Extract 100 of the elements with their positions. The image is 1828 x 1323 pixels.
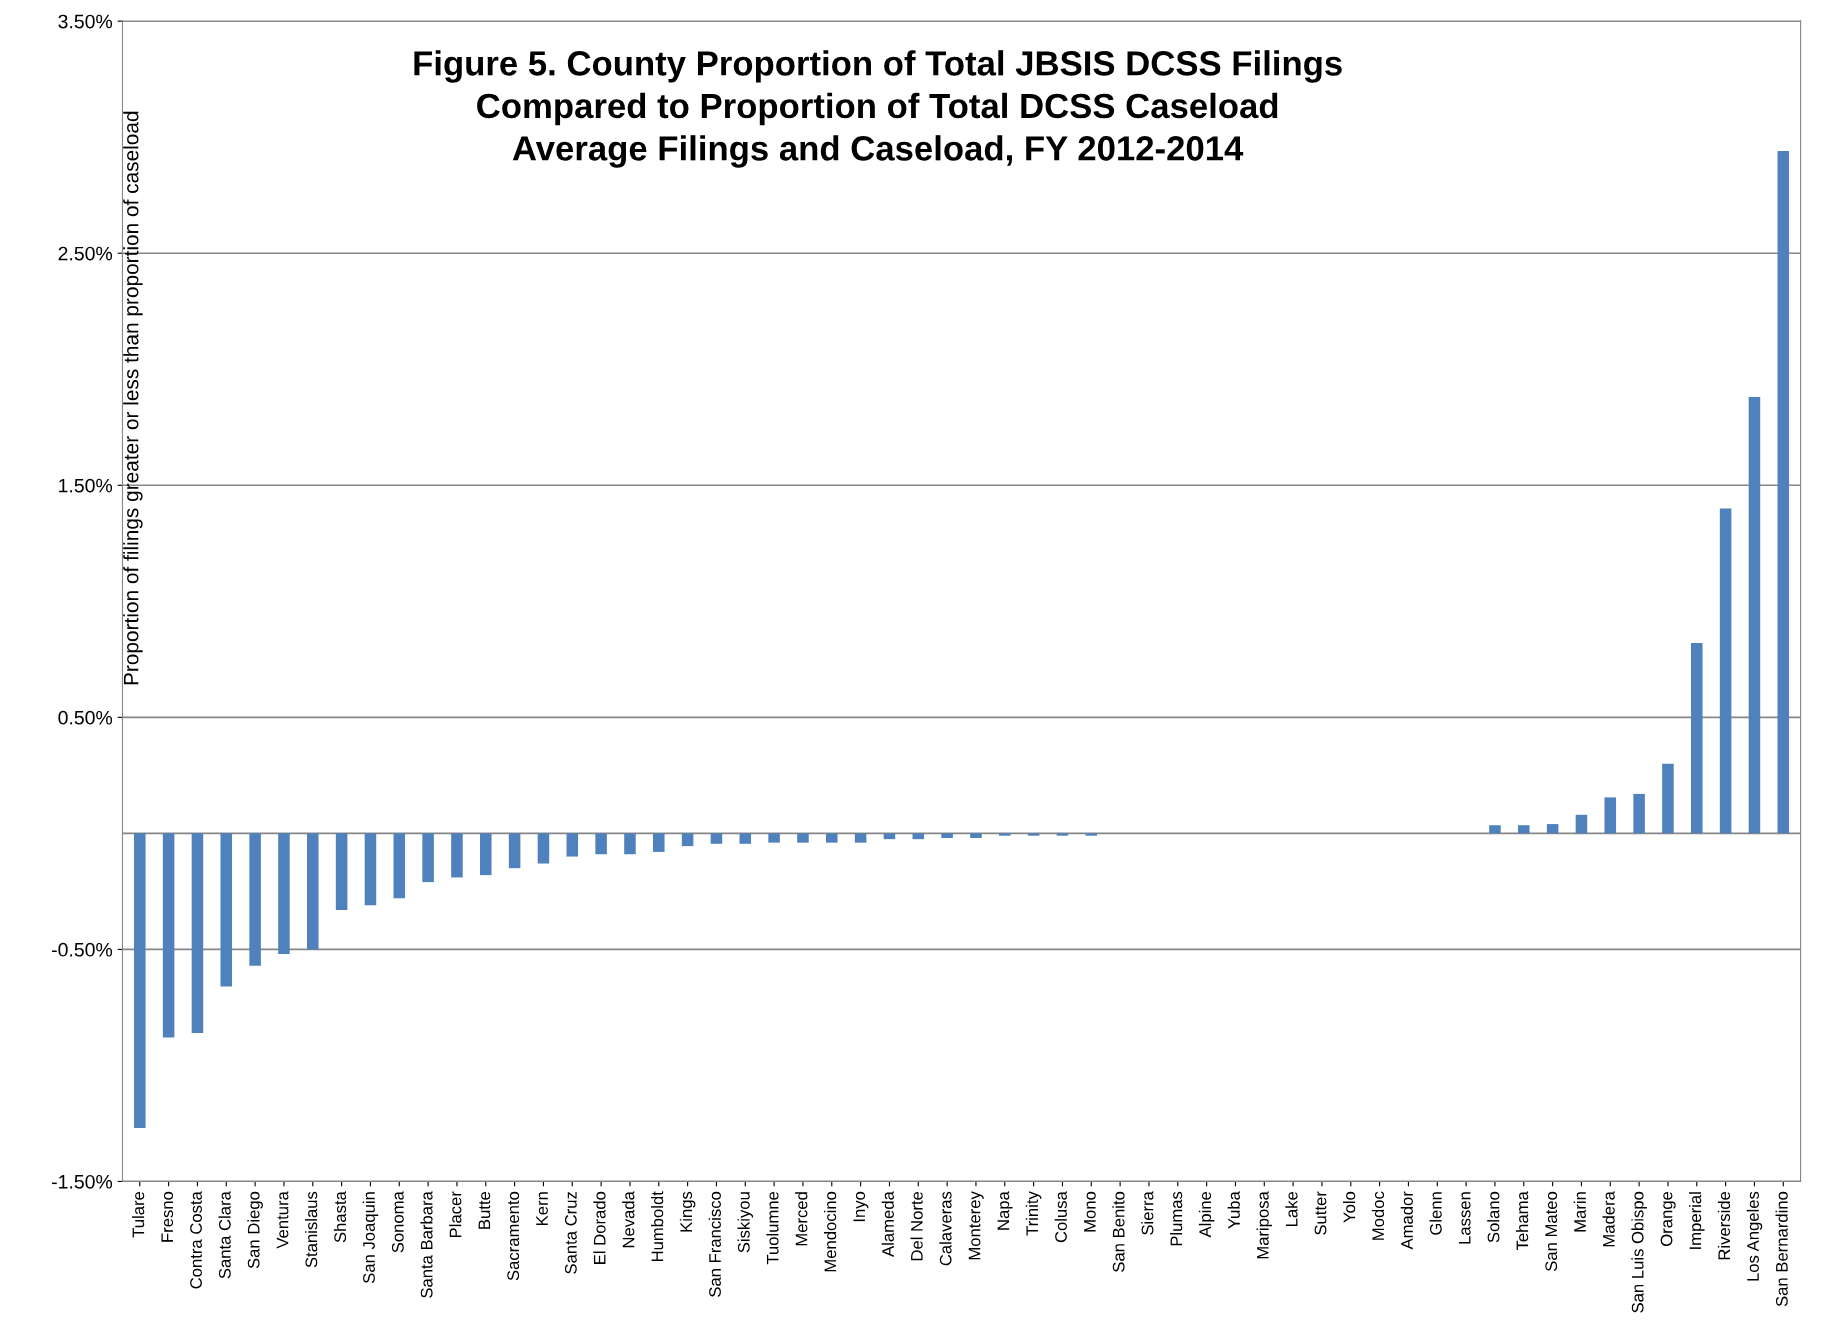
x-tick-label: Mendocino xyxy=(824,1191,837,1272)
x-tick-label: Sutter xyxy=(1314,1191,1327,1235)
y-tick-label: 3.50% xyxy=(58,14,113,29)
text: Figure 5. County Proportion of Total JBSIS DCSS Filings Compared to Proportion of Total DCSS Caseload Average Filings and Caseload, FY 2012-2014 xyxy=(414,50,1342,168)
x-tick-label: Tuolumne xyxy=(766,1191,779,1265)
bar xyxy=(797,833,809,843)
x-tick-label: Trinity xyxy=(1025,1191,1042,1236)
x-tick-label: Riverside xyxy=(1717,1191,1731,1260)
x-tick-label: El Dorado xyxy=(593,1191,606,1264)
x-tick-label: Madera xyxy=(1602,1191,1615,1247)
bar xyxy=(1777,151,1790,834)
x-tick-label: Glenn xyxy=(1429,1192,1442,1235)
bar xyxy=(1085,833,1098,836)
bar xyxy=(162,833,175,1038)
bar xyxy=(220,833,233,987)
x-tick-label: Inyo xyxy=(853,1191,869,1222)
x-tick-label: Lake xyxy=(1285,1191,1298,1226)
x-tick-label: Sacramento xyxy=(507,1191,520,1281)
x-tick-label: Contra Costa xyxy=(190,1191,202,1289)
bar xyxy=(1546,824,1559,834)
x-tick-label: Santa Clara xyxy=(218,1191,231,1279)
x-tick-label: Napa xyxy=(997,1191,1013,1230)
x-tick-label: Humboldt xyxy=(651,1191,664,1262)
x-tick-label: Kings xyxy=(679,1191,696,1232)
bar xyxy=(508,833,521,869)
x-tick-label: Stanislaus xyxy=(305,1191,318,1268)
x-tick-label: San Bernardino xyxy=(1775,1191,1788,1307)
x-tick-label: Los Angeles xyxy=(1746,1191,1763,1281)
x-tick-label: Del Norte xyxy=(910,1191,923,1261)
bar xyxy=(566,833,579,857)
bar xyxy=(451,833,463,878)
bar xyxy=(393,833,406,899)
x-tick-label: Fresno xyxy=(161,1191,174,1242)
bar xyxy=(883,833,896,840)
bar xyxy=(854,833,867,843)
x-tick-label: Tulare xyxy=(132,1191,145,1238)
x-tick-label: San Diego xyxy=(247,1191,263,1269)
x-tick-label: Lassen xyxy=(1458,1192,1471,1244)
x-tick-label: Imperial xyxy=(1689,1192,1705,1249)
x-tick-label: Nevada xyxy=(622,1191,635,1248)
x-tick-label: Santa Cruz xyxy=(564,1191,577,1274)
bar xyxy=(912,833,925,840)
bar xyxy=(480,833,492,876)
bar xyxy=(653,833,665,852)
bar xyxy=(1518,825,1530,834)
x-tick-label: Merced xyxy=(795,1192,808,1246)
y-tick-label: 2.50% xyxy=(58,246,113,261)
x-tick-label: San Joaquin xyxy=(362,1192,379,1284)
x-tick-label: San Mateo xyxy=(1545,1191,1558,1271)
y-tick-label: -1.50% xyxy=(52,1174,113,1189)
bar xyxy=(1662,763,1674,834)
bar xyxy=(307,833,319,950)
bar xyxy=(768,833,780,843)
y-tick-label: 0.50% xyxy=(58,710,113,725)
bar xyxy=(826,833,838,843)
x-tick-label: Butte xyxy=(478,1191,491,1229)
x-tick-label: Sonoma xyxy=(391,1191,404,1253)
bar xyxy=(1489,825,1501,834)
x-tick-label: Calaveras xyxy=(939,1191,952,1266)
x-tick-label: San Luis Obispo xyxy=(1631,1191,1647,1313)
bar xyxy=(941,833,953,838)
bar xyxy=(1604,797,1617,834)
bar xyxy=(970,833,982,838)
bar xyxy=(537,833,550,864)
x-tick-label: Amador xyxy=(1400,1191,1413,1250)
bar xyxy=(624,833,636,855)
x-tick-label: Kern xyxy=(536,1192,548,1225)
bar xyxy=(335,833,348,910)
bar xyxy=(364,833,377,906)
bar xyxy=(249,833,261,966)
bar xyxy=(710,833,723,844)
x-tick-label: Placer xyxy=(449,1191,462,1238)
y-tick-label: 1.50% xyxy=(59,478,113,493)
x-tick-label: Yolo xyxy=(1343,1191,1356,1223)
bar xyxy=(1056,833,1069,836)
x-tick-label: Monterey xyxy=(968,1191,984,1260)
x-tick-label: San Francisco xyxy=(708,1191,721,1297)
bar xyxy=(422,833,434,883)
x-tick-label: Solano xyxy=(1487,1191,1500,1243)
bar xyxy=(1575,814,1588,834)
bar xyxy=(191,833,204,1033)
x-tick-label: Yuba xyxy=(1227,1191,1240,1229)
x-tick-label: Ventura xyxy=(276,1191,289,1249)
bar xyxy=(999,833,1011,836)
bar xyxy=(1691,643,1703,834)
x-tick-label: Alpine xyxy=(1198,1191,1215,1238)
x-tick-label: Shasta xyxy=(333,1191,347,1243)
x-tick-label: Modoc xyxy=(1371,1191,1385,1240)
x-tick-label: Mono xyxy=(1084,1191,1096,1232)
x-tick-label: Santa Barbara xyxy=(420,1191,433,1298)
bar xyxy=(681,833,694,847)
bar xyxy=(1633,793,1645,834)
y-tick-label: -0.50% xyxy=(52,942,113,957)
x-tick-label: Alameda xyxy=(881,1191,894,1257)
x-tick-label: Colusa xyxy=(1054,1191,1067,1243)
x-tick-label: Mariposa xyxy=(1256,1191,1273,1259)
x-tick-label: Sierra xyxy=(1141,1191,1154,1235)
x-tick-label: Orange xyxy=(1660,1191,1676,1246)
bar xyxy=(1027,833,1040,836)
x-tick-label: San Benito xyxy=(1112,1191,1125,1272)
